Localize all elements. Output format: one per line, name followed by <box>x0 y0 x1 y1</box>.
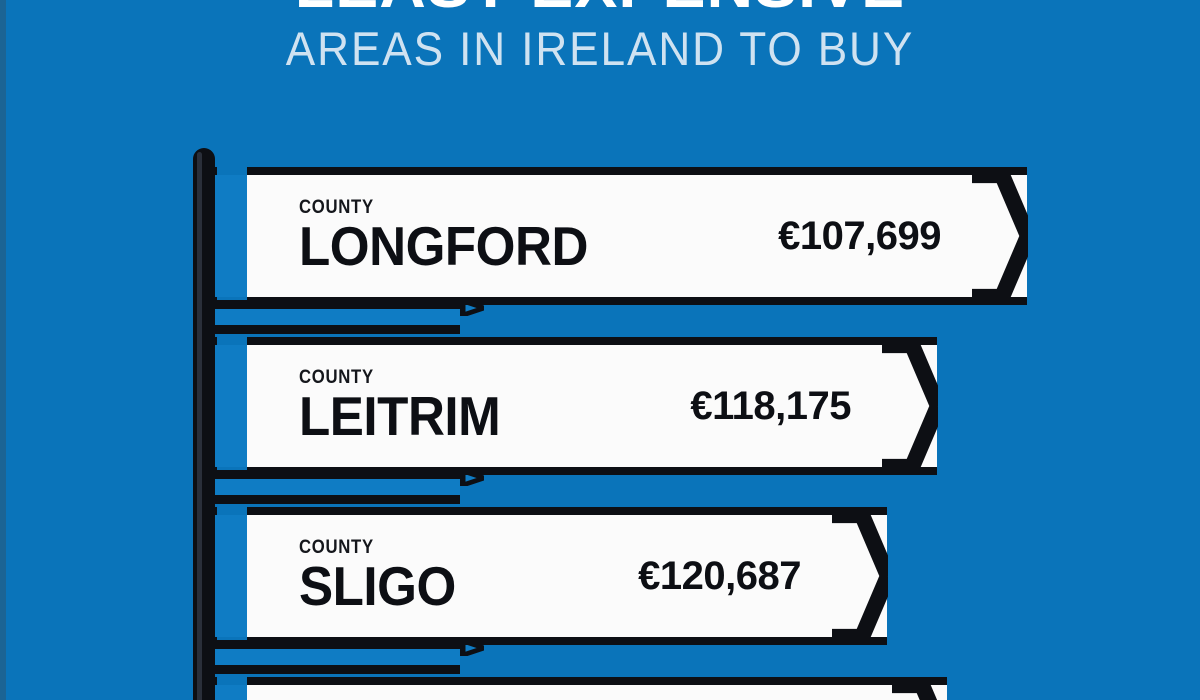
signboard-longford[interactable]: COUNTY LONGFORD €107,699 <box>205 167 1067 305</box>
sign-panel: COUNTY LONGFORD €107,699 <box>247 167 1028 305</box>
sign-inner-gap <box>213 685 247 700</box>
sign-kicker-label: COUNTY <box>299 197 374 218</box>
sign-depth-slab <box>205 640 484 674</box>
sign-panel: COUNTY LEITRIM €118,175 <box>247 337 938 475</box>
sign-kicker-label: COUNTY <box>299 367 374 388</box>
sign-arrow-tip-icon <box>972 175 1028 297</box>
sign-panel: COUNTY SLIGO €120,687 <box>247 507 888 645</box>
sign-text-group: COUNTY SLIGO <box>299 538 468 614</box>
signpost-pole-highlight <box>197 152 202 700</box>
sign-arrow-tip-icon <box>892 685 938 700</box>
signboard-leitrim[interactable]: COUNTY LEITRIM €118,175 <box>205 337 977 475</box>
left-edge-strip <box>0 0 6 700</box>
sign-inner-gap <box>213 515 247 637</box>
sign-price-value: €118,175 <box>690 384 851 428</box>
sign-depth-slab <box>205 300 484 334</box>
sign-county-name: LEITRIM <box>299 385 501 447</box>
sign-text-group: COUNTY LEITRIM <box>299 368 515 444</box>
signboard-partial-cropped[interactable] <box>205 677 987 700</box>
sign-county-name: LONGFORD <box>299 215 588 277</box>
sign-inner-gap <box>213 345 247 467</box>
sign-panel <box>247 677 947 700</box>
sign-price-value: €107,699 <box>778 214 941 258</box>
sign-text-group: COUNTY LONGFORD <box>299 198 610 274</box>
sign-price-value: €120,687 <box>638 554 801 598</box>
sign-arrow-tip-icon <box>832 515 888 637</box>
sign-arrow-tip-icon <box>882 345 938 467</box>
sign-county-name: SLIGO <box>299 555 456 617</box>
signboard-sligo[interactable]: COUNTY SLIGO €120,687 <box>205 507 927 645</box>
headline-block: LEAST EXPENSIVE AREAS IN IRELAND TO BUY <box>0 0 1200 74</box>
sign-kicker-label: COUNTY <box>299 537 374 558</box>
sign-depth-slab <box>205 470 484 504</box>
page-title: LEAST EXPENSIVE <box>0 0 1200 18</box>
sign-inner-gap <box>213 175 247 297</box>
page-subtitle: AREAS IN IRELAND TO BUY <box>285 22 915 75</box>
